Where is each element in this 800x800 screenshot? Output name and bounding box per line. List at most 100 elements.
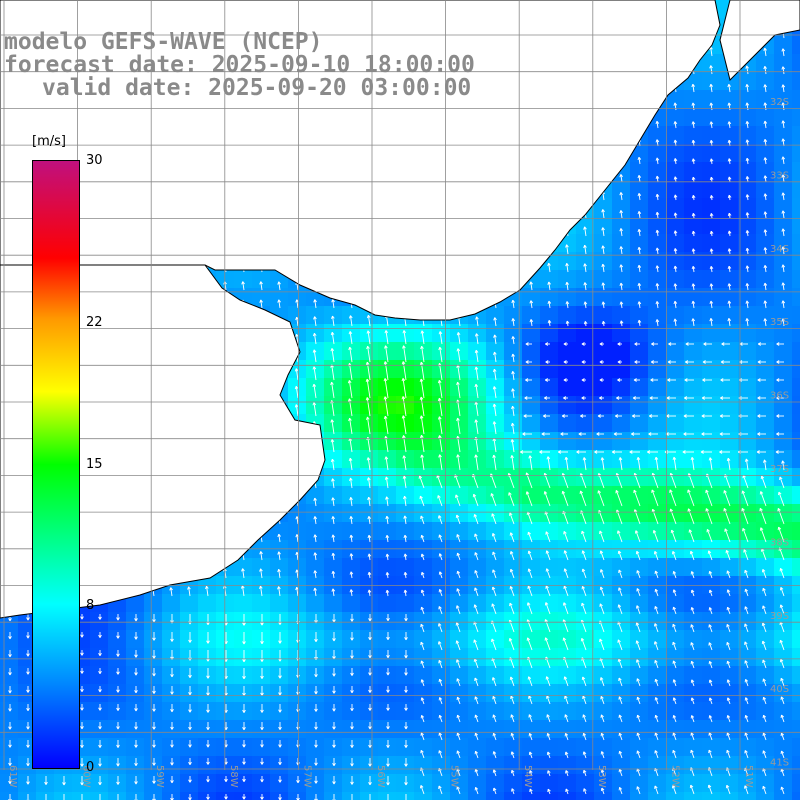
field-cell — [558, 324, 577, 343]
field-cell — [540, 288, 559, 307]
field-cell — [648, 648, 667, 667]
field-cell — [666, 378, 685, 397]
field-cell — [738, 126, 757, 145]
field-cell — [432, 648, 451, 667]
field-cell — [468, 504, 487, 523]
field-cell — [306, 360, 325, 379]
field-cell — [90, 792, 109, 800]
field-cell — [360, 558, 379, 577]
field-cell — [576, 612, 595, 631]
field-cell — [774, 558, 793, 577]
field-cell — [306, 792, 325, 800]
field-cell — [792, 270, 800, 289]
field-cell — [342, 594, 361, 613]
field-cell — [702, 432, 721, 451]
field-cell — [234, 738, 253, 757]
field-cell — [702, 558, 721, 577]
field-cell — [378, 720, 397, 739]
field-cell — [396, 396, 415, 415]
field-cell — [360, 540, 379, 559]
field-cell — [180, 774, 199, 793]
field-cell — [594, 684, 613, 703]
field-cell — [630, 756, 649, 775]
field-cell — [756, 540, 775, 559]
field-cell — [720, 774, 739, 793]
field-cell — [702, 378, 721, 397]
field-cell — [558, 252, 577, 271]
field-cell — [576, 486, 595, 505]
field-cell — [558, 306, 577, 325]
field-cell — [90, 738, 109, 757]
field-cell — [684, 720, 703, 739]
field-cell — [792, 522, 800, 541]
field-cell — [774, 684, 793, 703]
field-cell — [252, 738, 271, 757]
field-cell — [126, 630, 145, 649]
field-cell — [720, 126, 739, 145]
field-cell — [126, 702, 145, 721]
field-cell — [126, 792, 145, 800]
field-cell — [738, 72, 757, 91]
field-cell — [774, 396, 793, 415]
field-cell — [756, 288, 775, 307]
field-cell — [486, 540, 505, 559]
field-cell — [450, 504, 469, 523]
field-cell — [792, 306, 800, 325]
forecast-date: forecast date: 2025-09-10 18:00:00 — [4, 52, 475, 78]
field-cell — [360, 612, 379, 631]
field-cell — [342, 504, 361, 523]
field-cell — [648, 540, 667, 559]
field-cell — [252, 774, 271, 793]
field-cell — [666, 90, 685, 109]
lon-label-51W: 51W — [743, 765, 754, 788]
field-cell — [450, 738, 469, 757]
field-cell — [360, 342, 379, 361]
field-cell — [378, 360, 397, 379]
field-cell — [612, 630, 631, 649]
field-cell — [666, 558, 685, 577]
field-cell — [522, 594, 541, 613]
field-cell — [576, 306, 595, 325]
field-cell — [234, 648, 253, 667]
field-cell — [378, 666, 397, 685]
field-cell — [72, 792, 91, 800]
field-cell — [504, 306, 523, 325]
colorbar-tick-15: 15 — [86, 457, 103, 472]
field-cell — [774, 504, 793, 523]
field-cell — [450, 378, 469, 397]
field-cell — [576, 648, 595, 667]
field-cell — [270, 558, 289, 577]
field-cell — [558, 288, 577, 307]
field-cell — [666, 252, 685, 271]
field-cell — [720, 666, 739, 685]
field-cell — [108, 720, 127, 739]
field-cell — [612, 306, 631, 325]
field-cell — [720, 468, 739, 487]
field-cell — [432, 522, 451, 541]
field-cell — [486, 468, 505, 487]
field-cell — [126, 720, 145, 739]
field-cell — [504, 504, 523, 523]
field-cell — [648, 720, 667, 739]
field-cell — [792, 540, 800, 559]
field-cell — [540, 414, 559, 433]
field-cell — [738, 198, 757, 217]
field-cell — [504, 612, 523, 631]
field-cell — [684, 360, 703, 379]
field-cell — [612, 486, 631, 505]
field-cell — [630, 198, 649, 217]
field-cell — [198, 738, 217, 757]
field-cell — [468, 414, 487, 433]
field-cell — [756, 414, 775, 433]
field-cell — [342, 522, 361, 541]
field-cell — [540, 360, 559, 379]
field-cell — [468, 594, 487, 613]
field-cell — [756, 54, 775, 73]
field-cell — [630, 720, 649, 739]
field-cell — [792, 108, 800, 127]
field-cell — [594, 594, 613, 613]
field-cell — [774, 198, 793, 217]
field-cell — [612, 504, 631, 523]
field-cell — [234, 684, 253, 703]
